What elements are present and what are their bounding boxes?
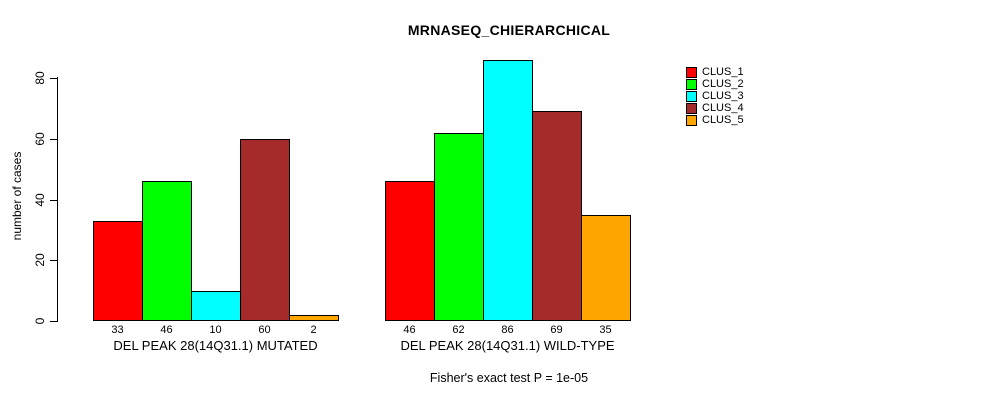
y-tick-label: 20 [33, 253, 47, 267]
legend-entry: CLUS_1 [686, 66, 744, 78]
y-tick-mark [50, 200, 57, 201]
bar-value-label: 60 [258, 324, 271, 336]
y-axis-line [57, 77, 58, 322]
bar-clus_2-group2 [434, 133, 484, 321]
y-tick-mark [50, 321, 57, 322]
legend-label: CLUS_1 [702, 66, 744, 78]
chart-title: MRNASEQ_CHIERARCHICAL [407, 22, 611, 38]
y-axis-label: number of cases [10, 151, 24, 241]
y-tick-mark [50, 139, 57, 140]
legend-label: CLUS_2 [702, 78, 744, 90]
legend-swatch-clus_3 [686, 90, 697, 102]
y-tick-label: 80 [33, 71, 47, 85]
y-tick-mark [50, 260, 57, 261]
bar-value-label: 33 [111, 324, 124, 336]
legend-label: CLUS_4 [702, 102, 744, 114]
bar-value-label: 46 [160, 324, 173, 336]
y-tick-mark [50, 78, 57, 79]
bar-clus_5-group1 [289, 315, 339, 321]
bar-clus_4-group2 [532, 111, 582, 321]
legend: CLUS_1 CLUS_2 CLUS_3 CLUS_4 CLUS_5 [686, 66, 744, 126]
legend-swatch-clus_1 [686, 66, 697, 78]
group-label: DEL PEAK 28(14Q31.1) MUTATED [113, 338, 318, 353]
bar-value-label: 69 [550, 324, 563, 336]
group-label: DEL PEAK 28(14Q31.1) WILD-TYPE [400, 338, 615, 353]
bar-value-label: 86 [501, 324, 514, 336]
y-tick-label: 60 [33, 132, 47, 146]
bar-clus_5-group2 [581, 215, 631, 321]
bar-value-label: 10 [209, 324, 222, 336]
legend-label: CLUS_5 [702, 114, 744, 126]
y-tick-label: 0 [33, 317, 47, 325]
y-tick-label: 40 [33, 193, 47, 207]
bar-clus_3-group2 [483, 60, 533, 321]
legend-label: CLUS_3 [702, 90, 744, 102]
caption-text: Fisher's exact test P = 1e-05 [429, 371, 589, 385]
legend-swatch-clus_4 [686, 102, 697, 114]
bar-value-label: 46 [403, 324, 416, 336]
legend-entry: CLUS_5 [686, 114, 744, 126]
bar-clus_2-group1 [142, 181, 192, 321]
bar-clus_1-group1 [93, 221, 143, 321]
legend-entry: CLUS_3 [686, 90, 744, 102]
bar-clus_1-group2 [385, 181, 435, 321]
bar-value-label: 35 [599, 324, 612, 336]
legend-entry: CLUS_2 [686, 78, 744, 90]
legend-swatch-clus_5 [686, 114, 697, 126]
bar-clus_3-group1 [191, 291, 241, 321]
legend-entry: CLUS_4 [686, 102, 744, 114]
bar-clus_4-group1 [240, 139, 290, 321]
bar-value-label: 2 [310, 324, 317, 336]
legend-swatch-clus_2 [686, 78, 697, 90]
bar-value-label: 62 [452, 324, 465, 336]
